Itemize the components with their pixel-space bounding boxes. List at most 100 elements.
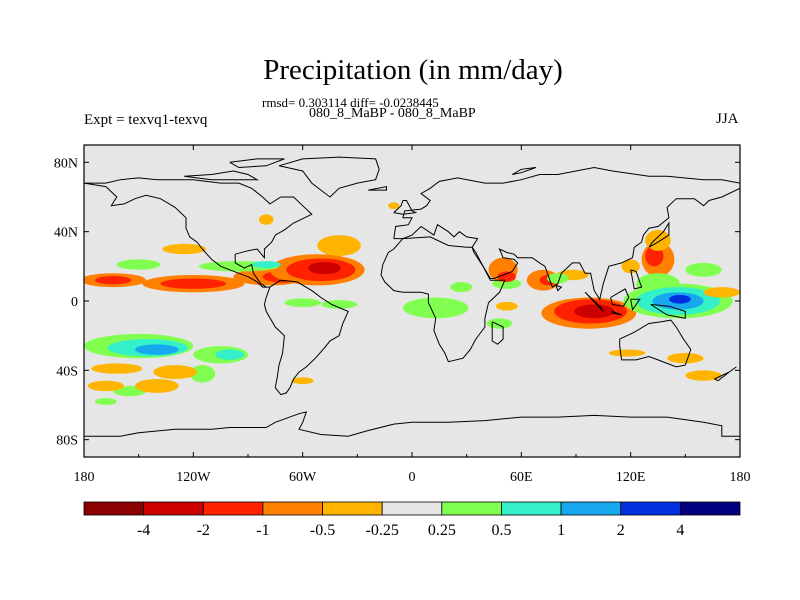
colorbar-swatch-3: [262, 501, 323, 516]
contour-region-44: [645, 229, 671, 251]
x-tick-label-1: 120W: [176, 470, 211, 485]
contour-region-10: [317, 235, 361, 256]
coastline-19: [184, 170, 259, 181]
coastline-3: [393, 166, 740, 239]
y-tick-label-2: 0: [71, 295, 78, 310]
contour-region-56: [685, 370, 722, 381]
colorbar-label-4: -0.25: [366, 522, 399, 539]
y-axis: 80N 40N 0 40S 80S: [54, 156, 740, 449]
contour-region-14: [284, 298, 321, 308]
y-tick-label-1: 40N: [54, 226, 78, 241]
contour-region-9: [162, 243, 207, 255]
colorbar-swatch-0: [83, 501, 145, 516]
contour-region-37: [495, 301, 518, 311]
coastline-13: [630, 298, 641, 311]
coastline-2: [278, 156, 380, 198]
experiment-label: Expt = texvq1-texvq: [84, 112, 208, 128]
x-axis: 180 120W 60W 0 60E 120E 180: [74, 145, 751, 485]
contour-region-29: [402, 297, 469, 319]
y-tick-label-0: 80N: [54, 156, 78, 171]
colorbar-label-1: -2: [197, 522, 210, 539]
coastline-5: [380, 236, 506, 363]
x-tick-label-2: 60W: [289, 470, 317, 485]
contour-region-13: [251, 261, 281, 269]
contour-region-54: [608, 349, 646, 357]
colorbar-swatch-7: [501, 501, 562, 516]
contour-region-52: [546, 273, 569, 284]
contour-region-58: [388, 202, 400, 210]
coastline-7: [393, 200, 418, 215]
colorbar-label-2: -1: [256, 522, 269, 539]
colorbar-swatch-5: [381, 501, 443, 516]
x-tick-label-4: 60E: [510, 470, 533, 485]
x-tick-label-0: 180: [74, 470, 95, 485]
contour-region-51: [685, 262, 722, 277]
contour-region-45: [621, 259, 640, 274]
contour-region-23: [94, 398, 117, 405]
contour-region-57: [258, 214, 274, 225]
precip-contours: [84, 202, 740, 405]
coastline-9: [650, 304, 686, 319]
colorbar-label-5: 0.25: [428, 522, 456, 539]
colorbar-swatch-8: [560, 501, 622, 516]
y-tick-label-4: 80S: [56, 434, 78, 449]
contour-region-55: [667, 353, 704, 364]
colorbar-label-7: 1: [557, 522, 565, 539]
y-tick-label-3: 40S: [56, 364, 78, 379]
coastline-8: [619, 319, 692, 368]
colorbar-label-6: 0.5: [491, 522, 511, 539]
coastline-16: [555, 284, 563, 292]
contour-region-3: [160, 278, 227, 289]
x-tick-label-6: 180: [730, 470, 751, 485]
contour-region-28: [291, 377, 314, 385]
coastline-22: [368, 185, 387, 191]
contour-region-26: [153, 365, 197, 380]
contour-region-27: [135, 379, 179, 393]
contour-region-32: [486, 318, 513, 329]
x-tick-label-5: 120E: [616, 470, 646, 485]
colorbar-label-8: 2: [617, 522, 625, 539]
colorbar-swatch-9: [620, 501, 681, 516]
colorbar-swatch-6: [441, 501, 502, 516]
map-area: [83, 144, 741, 458]
contour-region-25: [87, 380, 125, 392]
contour-region-53: [703, 287, 740, 298]
colorbar-swatch-4: [322, 501, 383, 516]
colorbar: -4 -2 -1 -0.5 -0.25 0.25 0.5 1 2 4: [83, 501, 741, 539]
coastline-12: [610, 288, 630, 307]
x-tick-label-3: 0: [409, 470, 416, 485]
contour-region-43: [645, 245, 664, 267]
chart-subtitle: 080_8_MaBP - 080_8_MaBP: [309, 106, 476, 121]
coastline-14: [648, 221, 670, 248]
contour-region-50: [668, 294, 691, 304]
coastline-6: [491, 321, 504, 345]
contour-region-8: [308, 262, 341, 275]
stats-line: rmsd= 0.303114 diff= -0.0238445: [262, 95, 439, 110]
coastline-21: [511, 167, 537, 175]
coastline-11: [611, 310, 622, 316]
contour-region-20: [215, 349, 245, 360]
colorbar-swatch-10: [679, 501, 741, 516]
contour-region-30: [450, 281, 473, 293]
coastline-20: [229, 158, 285, 169]
contour-region-15: [320, 300, 358, 309]
contour-region-18: [135, 344, 179, 355]
colorbar-swatch-1: [143, 501, 204, 516]
chart-title: Precipitation (in mm/day): [263, 54, 563, 86]
coastline-4: [393, 187, 740, 301]
coastlines: [84, 156, 740, 437]
season-label: JJA: [716, 111, 739, 127]
contour-region-41: [574, 304, 615, 319]
contour-region-24: [91, 363, 143, 374]
coastline-15: [630, 269, 643, 290]
colorbar-label-3: -0.5: [310, 522, 335, 539]
colorbar-label-9: 4: [676, 522, 684, 539]
colorbar-label-0: -4: [137, 522, 150, 539]
contour-region-11: [116, 259, 161, 270]
contour-region-34: [497, 271, 516, 282]
coastline-18: [84, 411, 740, 437]
coastline-1: [263, 279, 349, 396]
contour-region-21: [189, 365, 216, 383]
coastline-10: [584, 291, 604, 312]
